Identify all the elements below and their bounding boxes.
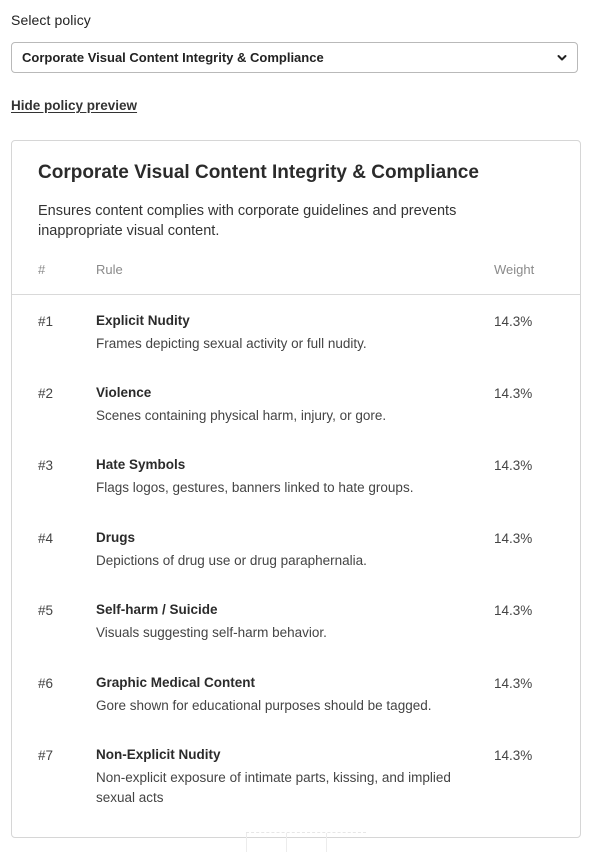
rule-number: #6 bbox=[38, 676, 54, 691]
rule-weight: 14.3% bbox=[494, 603, 533, 618]
rule-number: #4 bbox=[38, 531, 54, 546]
rule-number: #1 bbox=[38, 314, 54, 329]
hide-policy-preview-link[interactable]: Hide policy preview bbox=[11, 98, 138, 113]
rule-name: Drugs bbox=[96, 530, 136, 545]
policy-preview-card: Corporate Visual Content Integrity & Com… bbox=[11, 140, 581, 838]
column-header-rule: Rule bbox=[96, 262, 123, 277]
rule-name: Violence bbox=[96, 385, 152, 400]
rule-weight: 14.3% bbox=[494, 676, 533, 691]
policy-title: Corporate Visual Content Integrity & Com… bbox=[38, 162, 479, 183]
rule-number: #3 bbox=[38, 458, 54, 473]
rule-weight: 14.3% bbox=[494, 748, 533, 763]
header-divider bbox=[12, 294, 580, 295]
rule-name: Self-harm / Suicide bbox=[96, 602, 218, 617]
rule-name: Explicit Nudity bbox=[96, 313, 190, 328]
rule-number: #7 bbox=[38, 748, 54, 763]
rule-name: Graphic Medical Content bbox=[96, 675, 256, 690]
rule-description: Depictions of drug use or drug paraphern… bbox=[96, 553, 367, 568]
select-policy-label: Select policy bbox=[11, 12, 91, 28]
rule-weight: 14.3% bbox=[494, 531, 533, 546]
rule-name: Non-Explicit Nudity bbox=[96, 747, 221, 762]
rule-name: Hate Symbols bbox=[96, 457, 186, 472]
column-header-weight: Weight bbox=[494, 262, 535, 277]
rule-description: Scenes containing physical harm, injury,… bbox=[96, 408, 387, 423]
rule-weight: 14.3% bbox=[494, 458, 533, 473]
column-header-number: # bbox=[38, 262, 46, 277]
rule-description: Flags logos, gestures, banners linked to… bbox=[96, 480, 414, 495]
rule-description: Visuals suggesting self-harm behavior. bbox=[96, 625, 327, 640]
chevron-down-icon bbox=[557, 55, 567, 61]
rule-number: #2 bbox=[38, 386, 54, 401]
policy-select[interactable]: Corporate Visual Content Integrity & Com… bbox=[11, 42, 578, 73]
rule-description: Non-explicit exposure of intimate parts,… bbox=[96, 770, 451, 805]
policy-description: Ensures content complies with corporate … bbox=[38, 203, 457, 239]
rule-description: Frames depicting sexual activity or full… bbox=[96, 336, 367, 351]
rule-description: Gore shown for educational purposes shou… bbox=[96, 698, 432, 713]
rule-weight: 14.3% bbox=[494, 314, 533, 329]
rule-number: #5 bbox=[38, 603, 54, 618]
policy-select-value: Corporate Visual Content Integrity & Com… bbox=[22, 50, 324, 65]
faded-background-artifact bbox=[246, 832, 366, 852]
rule-weight: 14.3% bbox=[494, 386, 533, 401]
